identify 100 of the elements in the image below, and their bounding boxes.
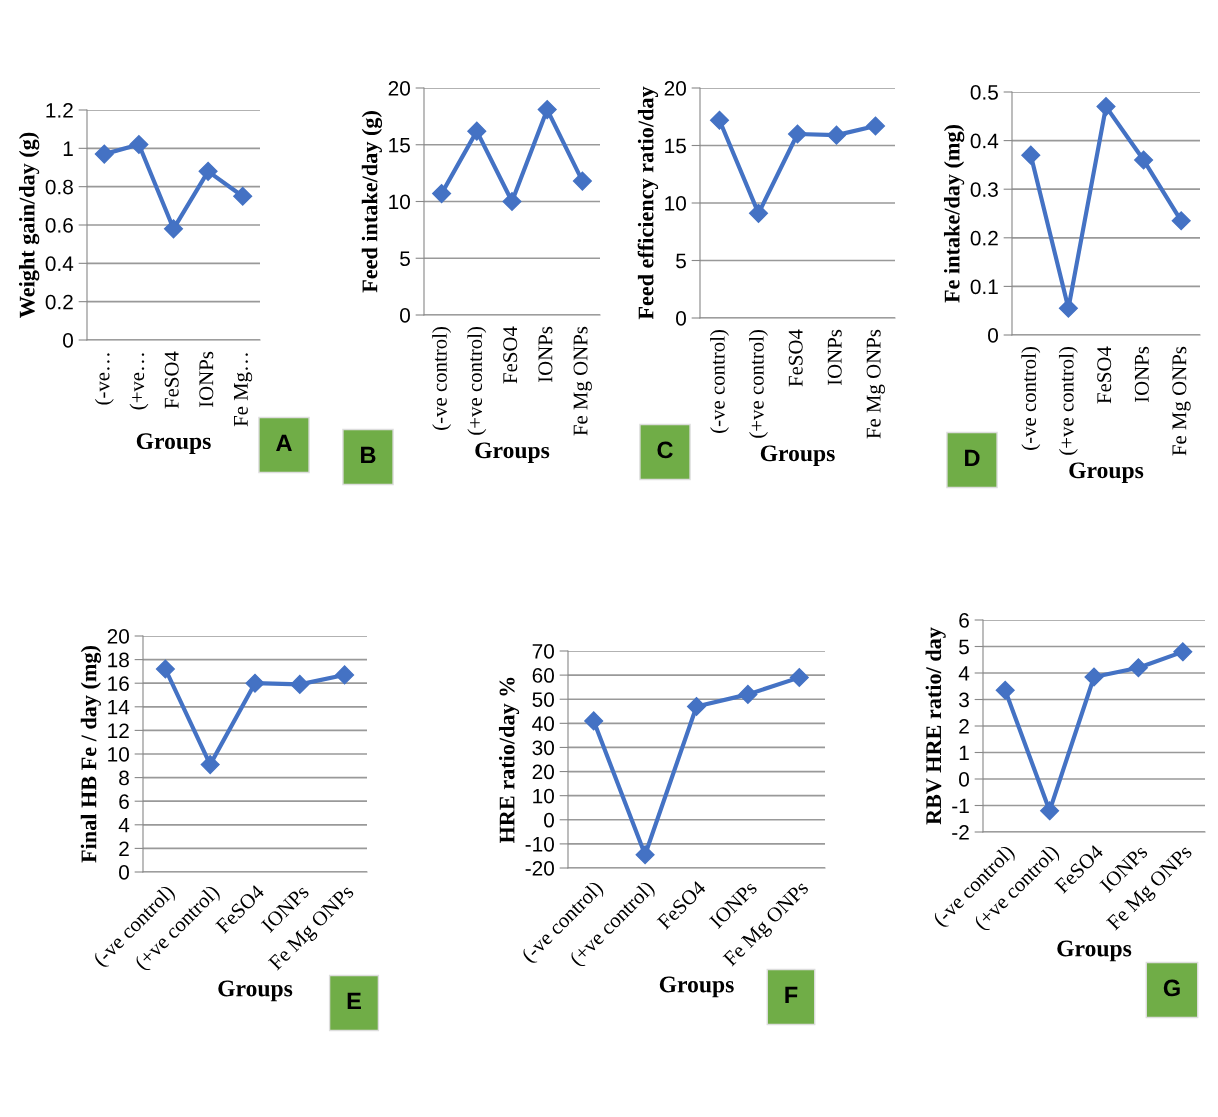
point	[155, 659, 175, 679]
y-tick-label: 0.1	[970, 279, 998, 295]
y-tick-label: 20	[388, 81, 410, 96]
point	[290, 674, 310, 694]
y-tick-label: 20	[532, 764, 554, 780]
y-tick-label: -20	[525, 861, 554, 876]
y-tick-label: 1	[63, 141, 73, 156]
x-tick-label: (-ve…	[94, 353, 114, 405]
x-tick-label: Fe Mg ONPs	[573, 326, 592, 436]
text: F	[785, 986, 798, 1004]
point	[335, 665, 355, 685]
point	[1171, 211, 1191, 231]
text: E	[347, 992, 361, 1010]
point	[787, 124, 808, 144]
point	[467, 121, 487, 141]
x-tick-label: (-ve control)	[432, 327, 452, 430]
x-axis-title: Groups	[1057, 940, 1132, 962]
point	[789, 667, 809, 688]
point	[635, 845, 655, 865]
x-tick-label: (+ve…	[129, 353, 149, 410]
y-tick-label: 0.8	[45, 179, 73, 195]
x-tick-label: (+ve control)	[1058, 347, 1078, 455]
y-tick-label: 2	[119, 841, 129, 856]
y-tick-label: 5	[959, 639, 969, 655]
x-tick-label: FeSO4	[503, 326, 518, 384]
y-tick-label: 0.2	[45, 294, 73, 310]
y-axis-title: HRE ratio/day %	[498, 677, 520, 844]
x-axis-title: Groups	[659, 976, 734, 998]
x-axis-title: Groups	[1069, 462, 1144, 484]
y-tick-label: 70	[532, 644, 554, 659]
point	[163, 219, 184, 239]
y-tick-label: 10	[533, 788, 554, 804]
y-tick-label: 8	[119, 770, 129, 786]
y-axis-title: Feed efficiency ratio/day	[637, 86, 659, 320]
point	[686, 696, 707, 716]
y-tick-label: 16	[108, 676, 129, 691]
y-tick-label: 12	[108, 723, 129, 738]
text: C	[657, 441, 673, 459]
y-tick-label: 0.6	[45, 218, 73, 233]
y-tick-label: 10	[108, 747, 129, 762]
y-tick-label: 5	[400, 251, 410, 266]
point	[432, 184, 452, 204]
y-tick-label: 50	[532, 692, 554, 707]
x-tick-label: (-ve control)	[710, 330, 729, 433]
point	[1173, 642, 1193, 662]
y-axis-title: Weight gain/day (g)	[18, 132, 40, 318]
x-axis-title: Groups	[475, 442, 550, 464]
point	[94, 144, 114, 164]
point	[129, 134, 149, 155]
y-tick-label: 0	[544, 812, 554, 828]
y-tick-label: -2	[952, 825, 969, 840]
y-tick-label: 30	[532, 740, 554, 756]
x-tick-label: IONPs	[1134, 346, 1149, 403]
text: A	[276, 434, 292, 452]
y-tick-label: 6	[119, 794, 129, 809]
x-tick-label: IONPs	[199, 351, 214, 408]
y-tick-label: 2	[959, 719, 969, 734]
point	[1134, 150, 1154, 170]
x-tick-label: FeSO4	[164, 351, 179, 409]
y-tick-label: 40	[532, 716, 554, 732]
x-tick-label: IONPs	[538, 326, 553, 383]
point	[1128, 658, 1148, 678]
point	[1096, 97, 1116, 117]
y-tick-label: 10	[389, 194, 410, 210]
y-tick-label: 14	[108, 700, 130, 715]
y-tick-label: 0	[676, 311, 686, 326]
x-tick-label: Fe Mg ONPs	[1172, 346, 1191, 456]
point	[233, 186, 253, 206]
x-axis-title: Groups	[218, 980, 293, 1002]
text: B	[361, 446, 376, 464]
y-axis-title: Final HB Fe / day (mg)	[80, 646, 102, 863]
point	[1021, 145, 1041, 165]
y-tick-label: 4	[118, 818, 130, 833]
point	[826, 125, 847, 145]
y-tick-label: 4	[958, 666, 970, 681]
y-tick-label: 1	[959, 745, 969, 761]
y-tick-label: 15	[665, 138, 686, 154]
y-tick-label: 0.2	[970, 230, 998, 246]
y-tick-label: 3	[959, 692, 969, 708]
y-tick-label: 6	[959, 613, 969, 628]
y-axis-title: Feed intake/day (g)	[361, 111, 383, 293]
y-tick-label: 0.3	[970, 182, 998, 197]
x-tick-label: FeSO4	[788, 329, 803, 387]
y-tick-label: 0	[959, 772, 969, 787]
point	[245, 673, 265, 693]
y-tick-label: -10	[525, 836, 554, 852]
x-tick-label: (+ve control)	[749, 330, 768, 438]
point	[584, 711, 604, 731]
x-tick-label: (-ve control)	[1021, 347, 1041, 450]
y-tick-label: 10	[665, 196, 686, 211]
x-tick-label: Fe Mg…	[234, 353, 253, 427]
point	[865, 116, 886, 136]
y-tick-label: 0.4	[45, 256, 74, 272]
x-axis-title: Groups	[760, 445, 835, 467]
y-tick-label: 0	[63, 333, 73, 348]
point	[738, 684, 758, 704]
y-axis-title: Fe intake/day (mg)	[943, 124, 965, 303]
x-tick-label: Fe Mg ONPs	[866, 329, 885, 439]
y-tick-label: 5	[676, 253, 686, 269]
x-axis-title: Groups	[136, 433, 211, 454]
